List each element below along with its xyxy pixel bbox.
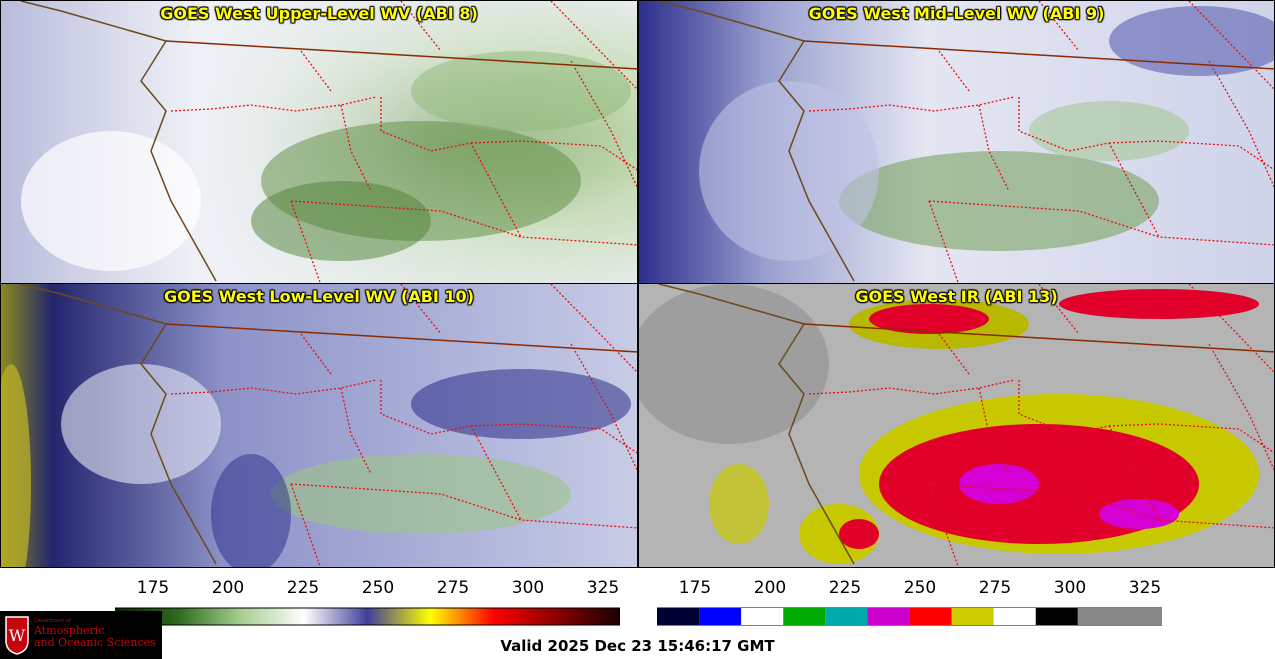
colorbar-tick-label: 300 (511, 578, 545, 598)
ir-colorbar-segment (741, 608, 784, 625)
colorbar-tick-label: 250 (361, 578, 395, 598)
wv-colorbar: 175 200 225 250 275 300 325 (115, 578, 620, 626)
panel-title: GOES West Upper-Level WV (ABI 8) (160, 4, 478, 23)
colorbar-tick-label: 175 (136, 578, 170, 598)
colorbar-tick-label: 325 (1128, 578, 1162, 598)
colorbar-tick-label: 175 (678, 578, 712, 598)
low-level-wv-image (1, 284, 637, 567)
colorbar-tick-label: 200 (211, 578, 245, 598)
panel-title: GOES West Mid-Level WV (ABI 9) (808, 4, 1105, 23)
ir-panel: GOES West IR (ABI 13) (638, 283, 1275, 568)
ir-colorbar-segment (993, 608, 1036, 625)
uw-crest-icon: W (5, 616, 29, 655)
ir-colorbar-segment (657, 608, 700, 625)
ir-colorbar-ramp (657, 607, 1162, 626)
colorbar-tick-label: 275 (978, 578, 1012, 598)
aos-logo: W Department of Atmospheric and Oceanic … (0, 611, 162, 659)
colorbar-tick-label: 275 (436, 578, 470, 598)
ir-colorbar-segment (699, 608, 742, 625)
ir-colorbar-segment (867, 608, 910, 625)
ir-colorbar-segment (951, 608, 994, 625)
low-level-wv-panel: GOES West Low-Level WV (ABI 10) (0, 283, 638, 568)
ir-image (639, 284, 1274, 567)
panel-title: GOES West Low-Level WV (ABI 10) (163, 287, 474, 306)
colorbar-tick-label: 325 (586, 578, 620, 598)
mid-level-wv-panel: GOES West Mid-Level WV (ABI 9) (638, 0, 1275, 284)
wv-colorbar-ramp (115, 607, 620, 626)
logo-line-1: Department of (34, 618, 71, 624)
ir-colorbar-segment (783, 608, 826, 625)
colorbar-tick-label: 300 (1053, 578, 1087, 598)
panel-title: GOES West IR (ABI 13) (855, 287, 1058, 306)
ir-colorbar: 175 200 225 250 275 300 325 (657, 578, 1162, 626)
colorbar-tick-label: 250 (903, 578, 937, 598)
ir-colorbar-segment (909, 608, 952, 625)
logo-line-3: and Oceanic Sciences (34, 636, 156, 649)
valid-time-label: Valid 2025 Dec 23 15:46:17 GMT (500, 637, 775, 655)
mid-level-wv-image (639, 1, 1274, 283)
logo-line-2: Atmospheric (34, 624, 105, 637)
crest-letter: W (9, 626, 26, 645)
colorbar-tick-label: 200 (753, 578, 787, 598)
ir-colorbar-segment (825, 608, 868, 625)
colorbar-tick-label: 225 (286, 578, 320, 598)
upper-level-wv-panel: GOES West Upper-Level WV (ABI 8) (0, 0, 638, 284)
ir-colorbar-segment (1035, 608, 1078, 625)
colorbar-tick-label: 225 (828, 578, 862, 598)
upper-level-wv-image (1, 1, 637, 283)
